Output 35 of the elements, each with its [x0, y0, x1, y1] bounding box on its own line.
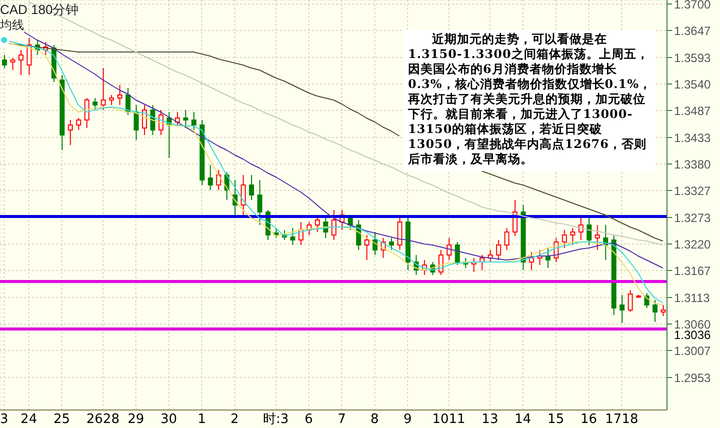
y-tick-label: 1.3380: [674, 157, 712, 172]
x-tick-label: 25: [53, 412, 70, 428]
y-tick-label: 1.3700: [674, 0, 712, 12]
y-tick-label: 1.3487: [674, 104, 712, 118]
x-tick-label: 6: [304, 412, 313, 428]
y-tick-label: 1.3433: [674, 130, 712, 145]
x-tick-label: 2: [230, 412, 239, 428]
x-tick-label: 2628: [86, 412, 120, 428]
y-tick-label: 1.3007: [674, 344, 712, 358]
x-tick-label: 9: [403, 412, 412, 428]
x-tick-label: 16: [580, 412, 598, 428]
y-tick-label: 1.3167: [674, 264, 712, 278]
x-tick-label: 24: [20, 412, 38, 428]
x-tick-label: 15: [548, 412, 564, 428]
x-tick-label: 13: [482, 412, 498, 428]
x-tick-label: 时:3: [263, 412, 289, 428]
y-tick-label: 1.2953: [674, 370, 712, 385]
y-tick-label: 1.3647: [674, 24, 712, 38]
y-tick-label: 1.3220: [674, 237, 712, 252]
x-tick-label: 7: [338, 412, 346, 428]
x-tick-label: 8: [370, 412, 379, 428]
text: 近期加元的走势，可以看做是在1.3150-1.3300之间箱体振荡。上周五，因美国公布的6月消费者物价指数增长0.3%，核心消费者物价指数仅增长0.1%，再次打击了有关美元升息的预期，加元破位下行。就目前来看，加元进入了13000-13150的箱体振荡区，若近日突破13050，有望挑战年内高点12676，否则后市看淡，及早离场。: [408, 32, 652, 166]
x-tick-label: 29: [128, 412, 144, 428]
x-tick-label: 3: [0, 412, 8, 428]
x-tick-label: 1: [198, 412, 206, 428]
y-tick-label: 1.3540: [674, 77, 712, 92]
y-tick-label: 1.3593: [674, 50, 712, 65]
x-tick-label: 30: [160, 412, 178, 428]
y-tick-label: 1.3327: [674, 184, 712, 198]
chart-title: CAD 180分钟: [0, 1, 79, 19]
x-tick-label: 1718: [605, 412, 638, 428]
y-tick-label: 1.3273: [674, 210, 712, 225]
x-tick-label: 14: [514, 412, 532, 428]
x-tick-label: 1011: [432, 412, 466, 428]
y-tick-label: 1.3113: [674, 290, 710, 305]
